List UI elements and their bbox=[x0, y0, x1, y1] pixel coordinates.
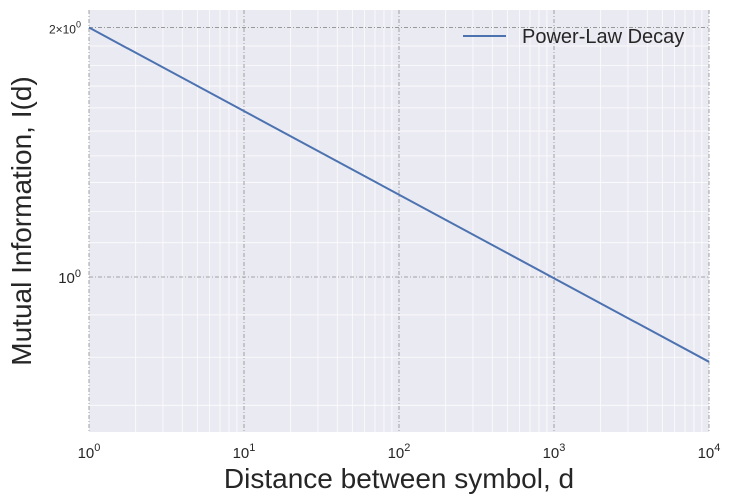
series-layer bbox=[88, 26, 710, 363]
x-axis-ticks: 100 101 102 103 104 bbox=[78, 442, 721, 462]
y-tick-label: 2×100 bbox=[49, 20, 81, 37]
minor-grid bbox=[89, 10, 709, 432]
x-axis-title: Distance between symbol, d bbox=[224, 463, 574, 494]
legend-label: Power-Law Decay bbox=[522, 26, 684, 48]
series-line bbox=[88, 26, 710, 363]
x-tick-label: 101 bbox=[233, 442, 256, 462]
x-tick-label: 102 bbox=[388, 442, 411, 462]
y-axis-title: Mutual Information, I(d) bbox=[6, 76, 37, 365]
x-tick-label: 100 bbox=[78, 442, 101, 462]
legend: Power-Law Decay bbox=[463, 26, 684, 48]
x-tick-label: 104 bbox=[698, 442, 721, 462]
x-tick-label: 103 bbox=[543, 442, 566, 462]
y-tick-label: 100 bbox=[58, 268, 81, 287]
y-axis-ticks: 100 2×100 bbox=[49, 20, 81, 287]
major-grid bbox=[88, 10, 710, 432]
